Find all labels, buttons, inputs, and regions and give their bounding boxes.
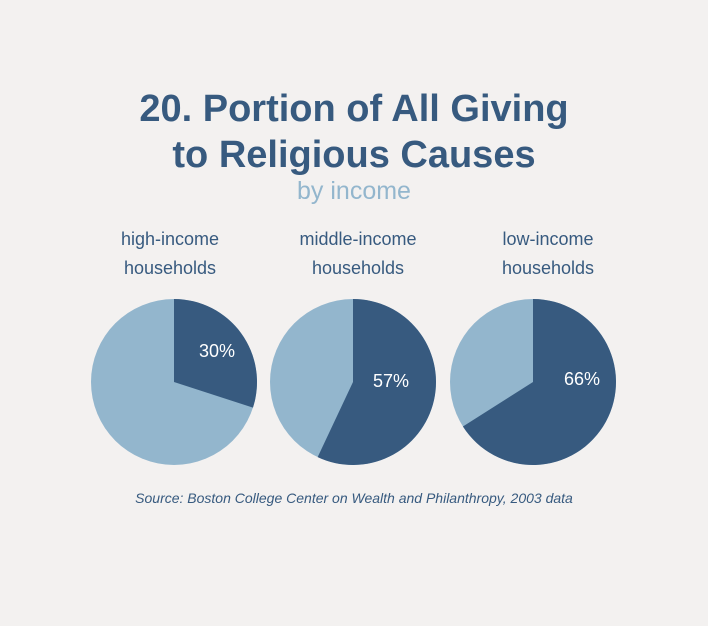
chart-subtitle: by income xyxy=(297,177,411,205)
pie-label-low-income-line-1: low-income xyxy=(502,229,594,249)
pie-label-middle-income-line-1: middle-income xyxy=(299,229,417,249)
pie-label-high-income: high-income households xyxy=(70,225,270,283)
chart-title-line-1: 20. Portion of All Giving xyxy=(139,88,569,130)
pie-value-label-low-income: 66% xyxy=(564,369,600,389)
pie-label-middle-income-line-2: households xyxy=(311,258,405,278)
pie-slice-religious-high-income xyxy=(174,299,258,408)
pie-slice-religious-middle-income xyxy=(317,299,437,465)
pie-label-high-income-line-1: high-income xyxy=(120,229,220,249)
pie-label-high-income-line-2: households xyxy=(123,258,217,278)
pie-low-income: 66% xyxy=(450,299,617,466)
pie-label-middle-income: middle-income households xyxy=(258,225,458,283)
pie-label-low-income-line-2: households xyxy=(501,258,595,278)
source-note: Source: Boston College Center on Wealth … xyxy=(135,490,573,506)
pie-value-label-middle-income: 57% xyxy=(373,371,409,391)
pie-high-income: 30% xyxy=(91,299,258,465)
chart-title-line-2: to Religious Causes xyxy=(172,134,536,176)
pie-label-low-income: low-income households xyxy=(448,225,648,283)
pie-middle-income: 57% xyxy=(270,299,437,465)
pie-slice-religious-low-income xyxy=(462,299,617,466)
pie-value-label-high-income: 30% xyxy=(199,341,235,361)
